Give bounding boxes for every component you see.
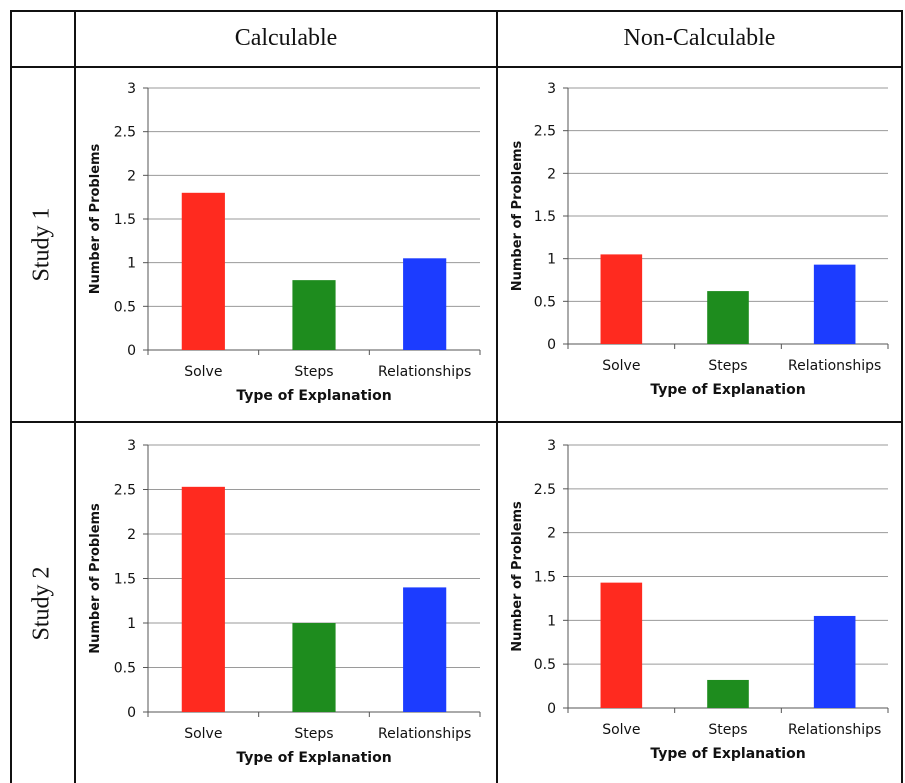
y-axis-title: Number of Problems [88, 503, 103, 654]
y-tick-label: 1 [127, 616, 136, 632]
y-tick-label: 2 [547, 526, 556, 542]
chart-study2-calculable: 0 0.5 1 1.5 2 2.5 3 Solve Steps Relationships Type… [88, 438, 481, 766]
bar-relationships [403, 258, 447, 350]
table-border-col2 [496, 10, 498, 783]
x-axis-title: Type of Explanation [236, 388, 391, 404]
y-tick-label: 2 [127, 168, 136, 184]
y-tick-label: 2.5 [534, 124, 556, 140]
x-tick-label: Relationships [378, 364, 471, 380]
chart-study2-noncalculable: 0 0.5 1 1.5 2 2.5 3 Solve Steps Relationships Type… [510, 438, 889, 762]
x-axis-title: Type of Explanation [236, 750, 391, 766]
bar-relationships [813, 615, 856, 708]
x-tick-label: Relationships [788, 358, 881, 374]
y-tick-label: 0.5 [114, 661, 136, 677]
chart-study1-noncalculable: 0 0.5 1 1.5 2 2.5 3 Solve Steps Relationships Type… [510, 81, 889, 398]
table-border-right [901, 10, 903, 783]
chart-study1-calculable: 0 0.5 1 1.5 2 2.5 3 Solve Steps Relationships Type… [88, 81, 481, 404]
y-tick-label: 0.5 [114, 299, 136, 315]
y-tick-label: 0 [547, 701, 556, 717]
bar-steps [292, 280, 336, 350]
x-axis-title: Type of Explanation [650, 382, 805, 398]
y-tick-label: 2.5 [114, 483, 136, 499]
bar-solve [181, 486, 225, 712]
x-tick-label: Steps [708, 358, 747, 374]
x-tick-label: Steps [294, 726, 333, 742]
y-tick-label: 0.5 [534, 657, 556, 673]
x-tick-label: Solve [184, 726, 222, 742]
y-tick-label: 3 [547, 438, 556, 454]
x-tick-label: Relationships [788, 722, 881, 738]
bar-steps [707, 291, 749, 344]
y-tick-label: 3 [547, 81, 556, 97]
y-tick-label: 1 [547, 252, 556, 268]
y-tick-label: 1.5 [114, 572, 136, 588]
bar-relationships [813, 264, 856, 344]
y-tick-label: 1.5 [534, 570, 556, 586]
y-tick-label: 2 [127, 527, 136, 543]
table-border-middle [10, 421, 903, 423]
y-tick-label: 0 [127, 343, 136, 359]
bar-solve [600, 582, 643, 708]
row-header-study-2-text: Study 2 [28, 565, 55, 641]
table-border-top [10, 10, 903, 12]
bar-solve [181, 192, 225, 350]
y-tick-label: 2.5 [534, 482, 556, 498]
y-tick-label: 0.5 [534, 294, 556, 310]
table-border-header [10, 66, 903, 68]
y-tick-label: 1.5 [114, 212, 136, 228]
y-tick-label: 0 [547, 337, 556, 353]
y-tick-label: 3 [127, 81, 136, 97]
bar-relationships [403, 587, 447, 712]
x-tick-label: Solve [602, 722, 640, 738]
y-tick-label: 2 [547, 166, 556, 182]
x-tick-label: Solve [184, 364, 222, 380]
row-header-study-2: Study 2 [10, 423, 74, 783]
y-tick-label: 1.5 [534, 209, 556, 225]
column-header-non-calculable: Non-Calculable [623, 24, 776, 51]
y-tick-label: 2.5 [114, 125, 136, 141]
column-header-calculable: Calculable [234, 24, 338, 51]
y-tick-label: 1 [127, 256, 136, 272]
x-tick-label: Steps [294, 364, 333, 380]
y-tick-label: 0 [127, 705, 136, 721]
x-tick-label: Steps [708, 722, 747, 738]
bar-steps [707, 679, 749, 708]
table-border-col1 [74, 10, 76, 783]
y-tick-label: 3 [127, 438, 136, 454]
y-axis-title: Number of Problems [510, 140, 525, 291]
y-axis-title: Number of Problems [510, 501, 525, 652]
table-border-left [10, 10, 12, 783]
x-axis-title: Type of Explanation [650, 746, 805, 762]
bar-solve [600, 254, 643, 344]
y-axis-title: Number of Problems [88, 143, 103, 294]
row-header-study-1-text: Study 1 [28, 207, 55, 282]
bar-steps [292, 623, 336, 712]
x-tick-label: Relationships [378, 726, 471, 742]
x-tick-label: Solve [602, 358, 640, 374]
row-header-study-1: Study 1 [10, 68, 74, 421]
y-tick-label: 1 [547, 613, 556, 629]
